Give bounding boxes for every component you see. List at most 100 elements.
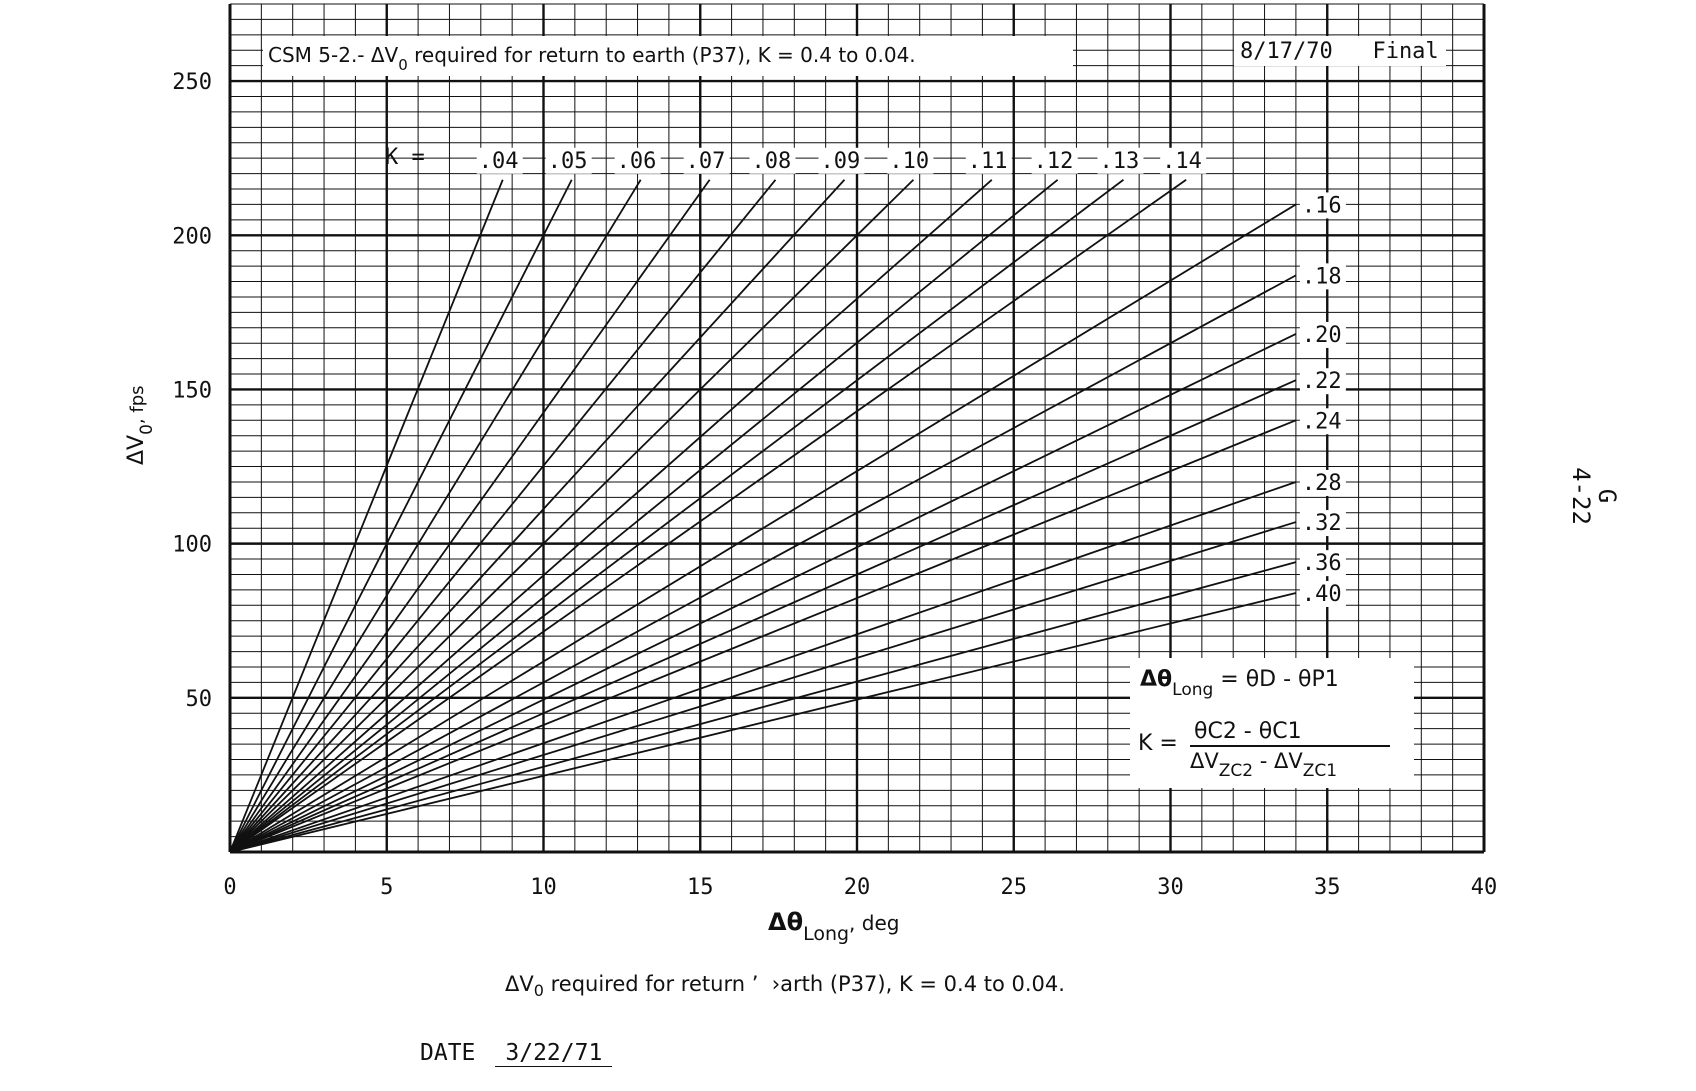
k-line-14 bbox=[229, 179, 1187, 853]
k-label-06: .06 bbox=[617, 149, 657, 174]
k-line-32 bbox=[229, 521, 1297, 853]
k-label-bg bbox=[1031, 147, 1078, 174]
k-label-24: .24 bbox=[1302, 409, 1342, 434]
k-line-28 bbox=[229, 481, 1297, 853]
k-label-bg bbox=[614, 147, 661, 174]
formula-k-numerator: θC2 - θC1 bbox=[1194, 719, 1302, 744]
k-label-05: .05 bbox=[548, 149, 588, 174]
x-tick-label: 35 bbox=[1314, 875, 1341, 900]
k-label-bg bbox=[1097, 147, 1144, 174]
y-axis-label: ΔV0, fps bbox=[124, 385, 157, 465]
formula-k-denominator: ΔVZC2 - ΔVZC1 bbox=[1190, 749, 1337, 781]
x-tick-labels: 0 5 10 15 20 25 30 35 40 bbox=[223, 875, 1497, 900]
k-label-12: .12 bbox=[1034, 149, 1074, 174]
k-line-06 bbox=[229, 179, 642, 853]
k-line-22 bbox=[229, 379, 1297, 853]
k-label-bg bbox=[818, 147, 865, 174]
k-line-16 bbox=[229, 203, 1297, 853]
x-tick-label: 15 bbox=[687, 875, 714, 900]
k-label-bg bbox=[1299, 469, 1346, 496]
k-line-20 bbox=[229, 333, 1297, 853]
k-label-14: .14 bbox=[1162, 149, 1202, 174]
x-axis-label: ΔθLong, deg bbox=[768, 908, 899, 945]
caption-prefix: ΔV bbox=[505, 972, 534, 996]
k-label-bg bbox=[965, 147, 1012, 174]
k-line-40 bbox=[229, 592, 1297, 853]
y-tick-label: 200 bbox=[172, 224, 212, 249]
k-label-22: .22 bbox=[1302, 369, 1342, 394]
k-label-bg bbox=[749, 147, 796, 174]
chart-title: CSM 5-2.- ΔV0 required for return to ear… bbox=[268, 43, 916, 74]
k-label-bg bbox=[887, 147, 934, 174]
k-label-09: .09 bbox=[820, 149, 860, 174]
k-label-bg bbox=[1299, 263, 1346, 290]
k-line-11 bbox=[229, 179, 993, 853]
k-label-13: .13 bbox=[1099, 149, 1139, 174]
k-label-bg bbox=[1299, 321, 1346, 348]
caption-suffix: required for return ’ ›arth (P37), K = 0… bbox=[543, 972, 1065, 996]
k-label-bg bbox=[1299, 408, 1346, 435]
page-number: G 4-22 bbox=[1566, 467, 1621, 525]
y-tick-labels: 50 100 150 200 250 bbox=[172, 70, 212, 712]
k-prefix-label: K = bbox=[385, 145, 425, 170]
k-label-16: .16 bbox=[1302, 193, 1342, 218]
k-label-bg bbox=[1299, 550, 1346, 577]
stamp-box: 8/17/70 Final bbox=[1234, 36, 1446, 66]
k-lines bbox=[229, 179, 1297, 853]
k-label-bg bbox=[545, 147, 592, 174]
x-tick-label: 10 bbox=[530, 875, 557, 900]
x-tick-label: 20 bbox=[844, 875, 871, 900]
k-line-04 bbox=[229, 179, 504, 853]
k-label-28: .28 bbox=[1302, 471, 1342, 496]
y-tick-label: 50 bbox=[186, 687, 213, 712]
k-line-36 bbox=[229, 561, 1297, 853]
formula-box: ΔθLong = θD - θP1 K = θC2 - θC1 ΔVZC2 - … bbox=[1130, 658, 1414, 788]
k-line-12 bbox=[229, 179, 1059, 853]
y-tick-label: 100 bbox=[172, 533, 212, 558]
k-label-10: .10 bbox=[889, 149, 929, 174]
caption-sub: 0 bbox=[533, 981, 544, 1001]
k-label-11: .11 bbox=[968, 149, 1008, 174]
x-tick-label: 0 bbox=[223, 875, 236, 900]
k-line-13 bbox=[229, 179, 1125, 853]
k-label-bg bbox=[1299, 510, 1346, 537]
k-label-20: .20 bbox=[1302, 323, 1342, 348]
k-line-18 bbox=[229, 274, 1297, 853]
k-line-10 bbox=[229, 179, 915, 853]
k-label-bg bbox=[1299, 192, 1346, 219]
x-tick-label: 25 bbox=[1001, 875, 1028, 900]
date-row: DATE 3/22/71 bbox=[420, 1040, 613, 1067]
figure-caption: ΔV0 required for return ’ ›arth (P37), K… bbox=[505, 972, 1065, 1000]
x-tick-label: 5 bbox=[380, 875, 393, 900]
chart-stamp: 8/17/70 Final bbox=[1240, 39, 1439, 64]
axis-frame bbox=[228, 4, 1486, 854]
k-label-08: .08 bbox=[751, 149, 791, 174]
k-label-18: .18 bbox=[1302, 264, 1342, 289]
k-label-32: .32 bbox=[1302, 511, 1342, 536]
x-tick-label: 40 bbox=[1471, 875, 1498, 900]
k-line-07 bbox=[229, 179, 711, 853]
k-label-40: .40 bbox=[1302, 582, 1342, 607]
formula-delta-theta: ΔθLong = θD - θP1 bbox=[1140, 667, 1339, 700]
k-label-bg bbox=[476, 147, 523, 174]
k-label-36: .36 bbox=[1302, 551, 1342, 576]
k-label-bg bbox=[1299, 580, 1346, 607]
formula-k-lhs: K = bbox=[1138, 731, 1178, 756]
date-value: 3/22/71 bbox=[495, 1040, 613, 1067]
k-label-bg bbox=[683, 147, 730, 174]
page-number-value: 4-22 bbox=[1566, 467, 1595, 525]
k-label-bg bbox=[1160, 147, 1207, 174]
date-label: DATE bbox=[420, 1040, 476, 1066]
k-label-04: .04 bbox=[479, 149, 519, 174]
k-line-09 bbox=[229, 179, 846, 853]
k-line-08 bbox=[229, 179, 777, 853]
page-number-section: G bbox=[1592, 488, 1621, 504]
title-box: CSM 5-2.- ΔV0 required for return to ear… bbox=[263, 36, 1073, 76]
k-label-07: .07 bbox=[686, 149, 726, 174]
k-line-05 bbox=[229, 179, 573, 853]
k-labels: .04 .05 .06 .07 .08 .09 .10 .11 .12 .13 .14 .16 .18.… bbox=[476, 147, 1346, 607]
x-tick-label: 30 bbox=[1157, 875, 1184, 900]
y-tick-label: 250 bbox=[172, 70, 212, 95]
y-tick-label: 150 bbox=[172, 378, 212, 403]
